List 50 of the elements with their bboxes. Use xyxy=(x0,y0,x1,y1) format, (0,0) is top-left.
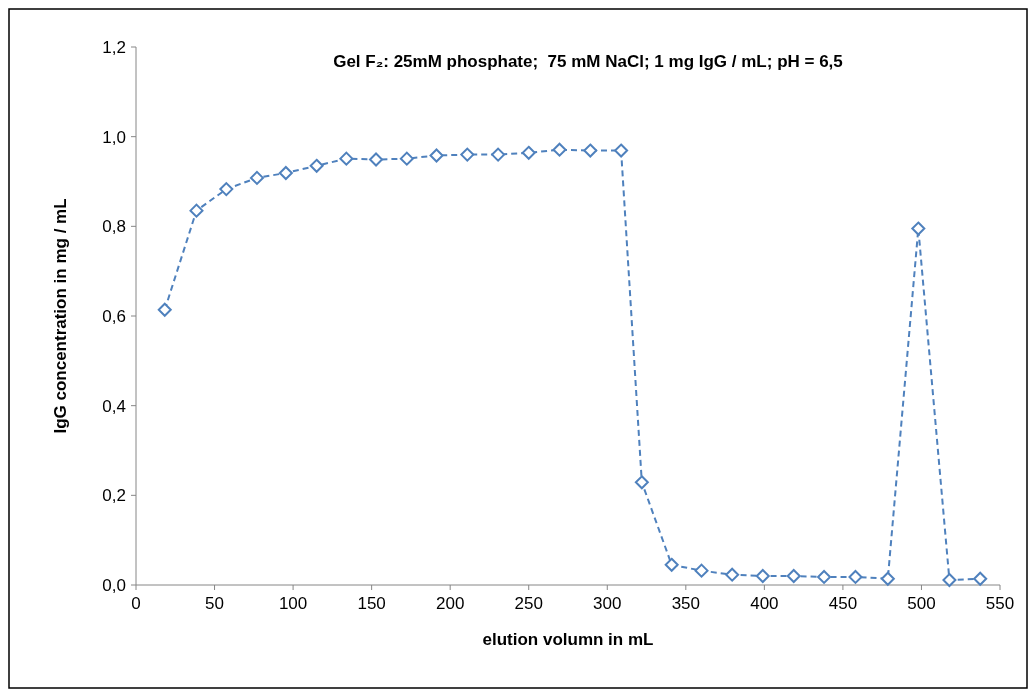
x-tick-label: 150 xyxy=(357,594,386,613)
x-tick-label: 450 xyxy=(828,594,858,613)
point xyxy=(725,567,740,582)
x-tick-label: 500 xyxy=(907,594,936,613)
x-axis-title: elution volumn in mL xyxy=(482,630,654,649)
point xyxy=(880,571,895,586)
point xyxy=(339,151,354,166)
x-tick-label: 100 xyxy=(278,594,308,613)
point xyxy=(460,147,475,162)
y-tick-label: 1,0 xyxy=(102,127,126,147)
chart-title: Gel F₂: 25mM phosphate; 75 mM NaCl; 1 mg IgG / mL; pH = 6,5 xyxy=(333,52,843,71)
x-tick-label: 300 xyxy=(593,594,622,613)
point xyxy=(552,142,567,157)
point xyxy=(942,573,957,588)
point xyxy=(278,165,293,180)
point xyxy=(157,302,172,317)
x-tick-label: 0 xyxy=(131,594,141,613)
point xyxy=(848,569,863,584)
point xyxy=(911,221,926,236)
point xyxy=(694,563,709,578)
point xyxy=(973,571,988,586)
x-tick-label: 50 xyxy=(205,594,225,613)
point xyxy=(634,475,649,490)
y-tick-label: 0,8 xyxy=(102,217,126,237)
y-tick-label: 0,4 xyxy=(102,396,126,416)
point xyxy=(369,152,384,167)
point xyxy=(309,158,324,173)
y-tick-label: 1,2 xyxy=(102,38,126,57)
y-tick-label: 0,6 xyxy=(102,307,126,326)
x-tick-label: 350 xyxy=(671,594,701,613)
point xyxy=(249,170,264,185)
x-tick-label: 400 xyxy=(750,594,779,613)
y-tick-label: 0,0 xyxy=(102,576,126,595)
point xyxy=(664,557,679,572)
point xyxy=(786,569,801,584)
point xyxy=(755,569,770,584)
point xyxy=(399,151,414,166)
x-tick-label: 550 xyxy=(985,594,1015,613)
point xyxy=(614,143,629,158)
y-axis-title: IgG concentration in mg / mL xyxy=(51,198,70,434)
point xyxy=(429,148,444,163)
point xyxy=(219,182,234,197)
point xyxy=(817,569,832,584)
point xyxy=(521,145,536,160)
point xyxy=(189,203,204,218)
x-tick-label: 250 xyxy=(514,594,543,613)
y-tick-label: 0,2 xyxy=(102,486,126,506)
point xyxy=(491,147,506,162)
x-tick-label: 200 xyxy=(435,594,465,613)
point xyxy=(583,143,598,158)
